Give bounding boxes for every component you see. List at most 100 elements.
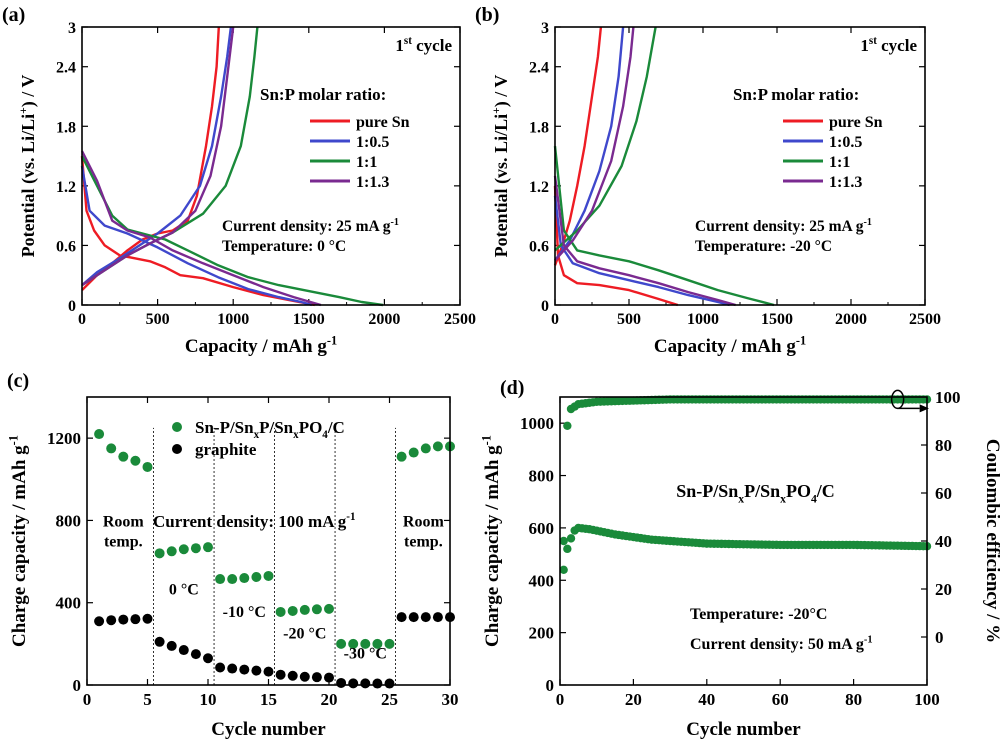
cycle-label-part: st — [869, 35, 877, 47]
series-0-point — [348, 638, 359, 649]
panel-label: (c) — [7, 370, 29, 392]
material-label-part: /C — [816, 481, 835, 501]
series-1-point — [336, 677, 347, 688]
material-label-part: 4 — [811, 492, 817, 505]
x-axis-label-part: -1 — [796, 333, 806, 347]
series-0-point — [324, 603, 334, 614]
series-1-point — [118, 614, 129, 625]
x-tick-label: 2000 — [368, 311, 400, 328]
y-tick-label: 400 — [529, 571, 555, 590]
legend-title: Sn:P molar ratio: — [260, 85, 386, 104]
y2-axis-label: Coulombic efficiency / % — [982, 439, 1000, 643]
cycle-label-part: 1 — [395, 36, 404, 55]
series-1-point — [432, 612, 443, 623]
x-tick-label: 0 — [556, 690, 565, 709]
x-tick-label: 500 — [146, 311, 170, 328]
series-1-point — [299, 671, 310, 682]
series-1-point — [130, 614, 141, 625]
current-density-note-part: -1 — [391, 217, 399, 228]
y2-tick-label: 60 — [935, 484, 952, 503]
cycle-label-part: st — [404, 35, 412, 47]
panel-d: 0 20 40 60 80 1000200400600800100002040608010… — [479, 377, 1000, 740]
series-0-point — [336, 638, 347, 649]
material-label-part: P/Sn — [744, 481, 780, 501]
x-tick-label: 15 — [260, 690, 277, 709]
efficiency-arrow-head — [919, 404, 929, 413]
y-tick-label: 0 — [68, 298, 76, 315]
legend-entry: 1:1.3 — [356, 174, 389, 191]
series-2-discharge-line — [553, 145, 775, 307]
series-1-point — [384, 678, 395, 689]
series-1-point — [106, 615, 117, 626]
series-1-point — [142, 613, 153, 624]
series-1-point — [348, 678, 359, 689]
series-0-point — [263, 570, 274, 581]
series-1-point — [324, 672, 334, 683]
series-1-point — [239, 664, 250, 675]
x-tick-label: 5 — [143, 690, 152, 709]
x-tick-label: 40 — [698, 690, 715, 709]
legend-entry: 1:0.5 — [829, 134, 862, 151]
material-label-part: Sn-P/Sn — [676, 481, 738, 501]
series-0-point — [94, 429, 105, 440]
series-0-point — [154, 548, 165, 559]
series-0-point — [203, 542, 213, 553]
capacity-point — [559, 565, 568, 574]
x-axis-label: Cycle number — [211, 719, 326, 740]
current-density-note-part: Current density: 50 mA g — [690, 636, 864, 653]
material-label-part: x — [738, 492, 744, 505]
series-2-charge-line — [554, 26, 657, 252]
series-0-point — [372, 638, 383, 649]
panel-label: (b) — [475, 4, 499, 26]
series-1-point — [372, 678, 383, 689]
x-tick-label: 20 — [625, 690, 642, 709]
y-axis-label-part: Charge capacity / mAh g — [9, 445, 30, 647]
y-axis-label-part: ) / V — [491, 75, 512, 108]
current-density-note-part: Current density: 100 mA g — [153, 512, 347, 531]
capacity-point — [563, 544, 572, 554]
series-1-point — [227, 663, 238, 674]
x-axis-label-part: Capacity / mAh g — [654, 336, 796, 357]
series-1-discharge-line — [80, 165, 313, 307]
y-tick-label: 200 — [529, 624, 555, 643]
legend-entry-part: 4 — [322, 429, 328, 441]
series-0-point — [106, 443, 117, 454]
y-tick-label: 400 — [56, 594, 82, 613]
x-tick-label: 1000 — [217, 311, 249, 328]
series-0-point — [118, 451, 129, 462]
series-0-point — [130, 455, 141, 466]
current-density-note: Current density: 25 mA g-1 — [222, 217, 399, 235]
legend-marker — [172, 422, 182, 432]
legend-entry: graphite — [195, 440, 257, 459]
plot-frame — [86, 396, 451, 686]
y2-tick-label: 80 — [935, 436, 952, 455]
series-1-point — [275, 669, 286, 680]
temperature-label: Room — [403, 514, 445, 531]
current-density-note-part: -1 — [346, 511, 355, 523]
x-tick-label: 30 — [442, 690, 459, 709]
series-1-point — [154, 636, 165, 647]
x-axis-label: Capacity / mAh g-1 — [185, 333, 337, 357]
y2-tick-label: 20 — [935, 580, 952, 599]
legend-entry-part: graphite — [195, 440, 257, 459]
series-0-point — [311, 604, 322, 615]
y-axis-label-part: + — [17, 107, 30, 114]
y2-tick-label: 100 — [935, 388, 961, 407]
legend-entry: 1:1 — [356, 154, 377, 171]
series-0-point — [251, 572, 262, 582]
series-0-discharge-line — [553, 185, 679, 307]
series-1-point — [420, 612, 431, 623]
series-1-point — [287, 670, 298, 681]
y-axis-label: Charge capacity / mAh g-1 — [479, 435, 503, 647]
series-0-point — [227, 574, 238, 585]
y-tick-label: 1200 — [47, 429, 81, 448]
series-0-charge-line — [81, 26, 220, 291]
series-3-charge-line — [81, 26, 235, 287]
x-tick-label: 20 — [321, 690, 338, 709]
series-3-charge-line — [554, 26, 635, 262]
legend-entry-part: Sn-P/Sn — [195, 418, 254, 437]
cycle-label: 1st cycle — [860, 35, 917, 55]
series-1-point — [408, 612, 419, 623]
series-0-point — [215, 574, 226, 585]
y-axis-label-part: -1 — [479, 435, 493, 445]
